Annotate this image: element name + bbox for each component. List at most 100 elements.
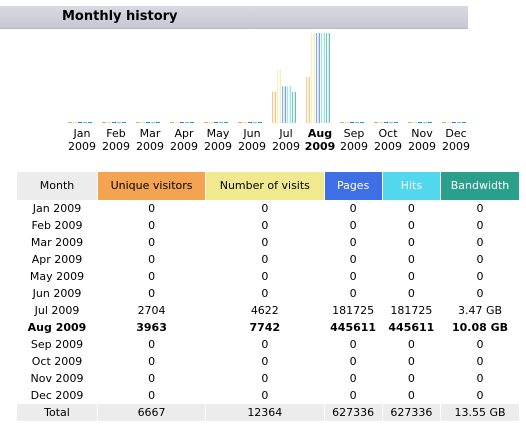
chart-bar xyxy=(345,122,349,123)
cell-pages: 0 xyxy=(349,236,357,249)
chart-bar xyxy=(423,122,427,123)
month-name: Jan xyxy=(73,127,91,140)
chart-bar xyxy=(112,122,116,123)
chart-month-label: Nov 2009 xyxy=(404,127,440,153)
cell-unique-visitors: 0 xyxy=(148,270,156,283)
chart-bar xyxy=(136,122,140,123)
monthly-history-chart xyxy=(68,33,466,123)
chart-bar xyxy=(360,122,364,123)
cell-month: Apr 2009 xyxy=(31,253,83,266)
table-row: Mar 2009 0 0 0 0 0 xyxy=(17,234,519,251)
cell-bandwidth: 3.47 GB xyxy=(457,304,503,317)
cell-visits: 0 xyxy=(261,253,269,266)
table-row: Jan 2009 0 0 0 0 0 xyxy=(17,200,519,217)
chart-bar xyxy=(287,86,291,123)
chart-bar xyxy=(209,122,213,123)
chart-bar xyxy=(78,122,82,123)
month-year: 2009 xyxy=(374,140,402,153)
chart-bar xyxy=(272,91,276,123)
cell-unique-visitors: 0 xyxy=(148,219,156,232)
cell-visits: 0 xyxy=(261,389,269,402)
chart-bar xyxy=(238,122,242,123)
table-row: Jun 2009 0 0 0 0 0 xyxy=(17,285,519,302)
chart-bar xyxy=(156,122,160,123)
chart-bar xyxy=(243,122,247,123)
chart-bar xyxy=(258,122,262,123)
cell-bandwidth: 0 xyxy=(476,253,484,266)
chart-month-label: Dec 2009 xyxy=(438,127,474,153)
month-year: 2009 xyxy=(304,140,336,153)
table-row: Sep 2009 0 0 0 0 0 xyxy=(17,336,519,353)
cell-pages: 0 xyxy=(349,270,357,283)
chart-bar xyxy=(355,122,359,123)
cell-hits: 0 xyxy=(407,338,415,351)
cell-month: Aug 2009 xyxy=(27,321,87,334)
chart-bar xyxy=(321,33,325,123)
chart-bar xyxy=(389,122,393,123)
monthly-history-table: Month Unique visitors Number of visits P… xyxy=(16,172,520,421)
table-row: Jul 2009 2704 4622 181725 181725 3.47 GB xyxy=(17,302,519,319)
pages-column-header: Pages xyxy=(324,172,382,200)
cell-hits: 0 xyxy=(407,219,415,232)
cell-visits: 4622 xyxy=(250,304,279,317)
table-row: Aug 2009 3963 7742 445611 445611 10.08 GB xyxy=(17,319,519,336)
total-hits: 627336 xyxy=(382,404,440,421)
chart-bar xyxy=(151,122,155,123)
cell-pages: 0 xyxy=(349,202,357,215)
cell-bandwidth: 0 xyxy=(476,219,484,232)
chart-bar xyxy=(68,122,72,123)
cell-visits: 0 xyxy=(261,287,269,300)
section-title-bar: Monthly history xyxy=(0,6,468,29)
total-bandwidth: 13.55 GB xyxy=(441,404,519,421)
cell-hits: 0 xyxy=(407,287,415,300)
table-row: Dec 2009 0 0 0 0 0 xyxy=(17,387,519,404)
cell-visits: 0 xyxy=(261,372,269,385)
chart-month-label: May 2009 xyxy=(200,127,236,153)
unique-visitors-column-header: Unique visitors xyxy=(98,172,206,200)
month-year: 2009 xyxy=(442,140,470,153)
chart-bar xyxy=(73,122,77,123)
cell-bandwidth: 0 xyxy=(476,287,484,300)
cell-pages: 0 xyxy=(349,389,357,402)
cell-month: May 2009 xyxy=(29,270,85,283)
chart-bar xyxy=(180,122,184,123)
month-year: 2009 xyxy=(136,140,164,153)
table-row: Nov 2009 0 0 0 0 0 xyxy=(17,370,519,387)
cell-bandwidth: 0 xyxy=(476,202,484,215)
chart-bar xyxy=(214,122,218,123)
cell-month: Jul 2009 xyxy=(34,304,80,317)
month-name: May xyxy=(206,127,230,140)
table-total-row: Total 6667 12364 627336 627336 13.55 GB xyxy=(17,404,519,421)
visits-column-header: Number of visits xyxy=(206,172,324,200)
month-year: 2009 xyxy=(340,140,368,153)
month-name: Feb xyxy=(106,127,126,140)
cell-bandwidth: 0 xyxy=(476,355,484,368)
chart-month-label: Mar 2009 xyxy=(132,127,168,153)
total-visits: 12364 xyxy=(206,404,324,421)
chart-bar xyxy=(277,69,281,123)
chart-bar xyxy=(311,33,315,123)
cell-pages: 0 xyxy=(349,338,357,351)
cell-hits: 0 xyxy=(407,202,415,215)
chart-bar xyxy=(350,122,354,123)
cell-bandwidth: 0 xyxy=(476,372,484,385)
chart-bar xyxy=(413,122,417,123)
chart-bar xyxy=(340,122,344,123)
chart-bar xyxy=(326,33,330,123)
cell-month: Sep 2009 xyxy=(30,338,84,351)
cell-unique-visitors: 0 xyxy=(148,338,156,351)
cell-pages: 0 xyxy=(349,253,357,266)
cell-month: Dec 2009 xyxy=(30,389,84,402)
cell-pages: 181725 xyxy=(332,304,375,317)
chart-bar xyxy=(418,122,422,123)
chart-bar xyxy=(185,122,189,123)
month-name: Aug xyxy=(307,127,333,140)
total-label: Total xyxy=(17,404,97,421)
table-row: Apr 2009 0 0 0 0 0 xyxy=(17,251,519,268)
table-header-row: Month Unique visitors Number of visits P… xyxy=(17,172,519,200)
cell-month: Feb 2009 xyxy=(31,219,83,232)
cell-hits: 0 xyxy=(407,389,415,402)
month-name: Dec xyxy=(445,127,467,140)
month-year: 2009 xyxy=(170,140,198,153)
cell-hits: 181725 xyxy=(390,304,433,317)
